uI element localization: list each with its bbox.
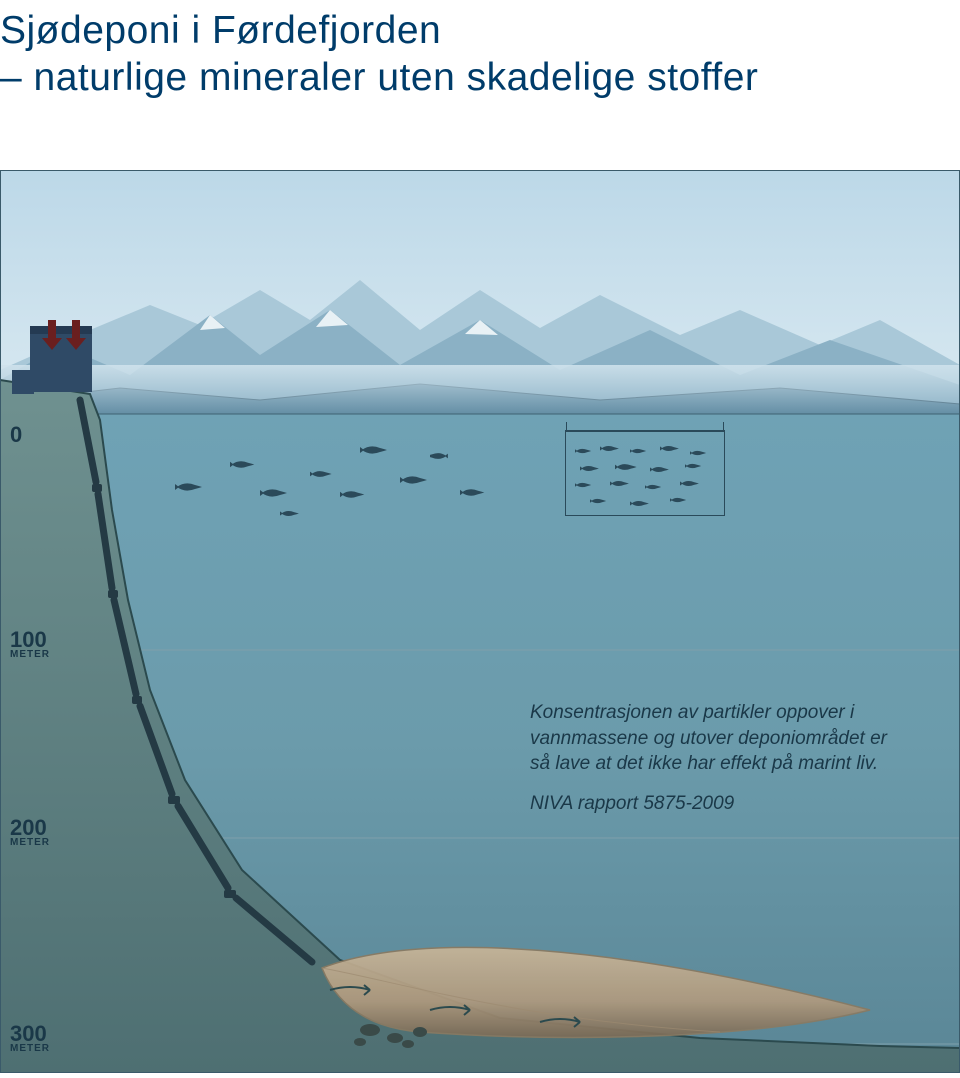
fjord-diagram: 0 100 METER 200 METER 300 METER bbox=[0, 170, 960, 1073]
page-title: Sjødeponi i Førdefjorden – naturlige min… bbox=[0, 0, 758, 102]
diagram-frame bbox=[0, 170, 960, 1073]
title-line2: – naturlige mineraler uten skadelige sto… bbox=[0, 56, 758, 99]
title-line1: Sjødeponi i Førdefjorden bbox=[0, 9, 441, 52]
